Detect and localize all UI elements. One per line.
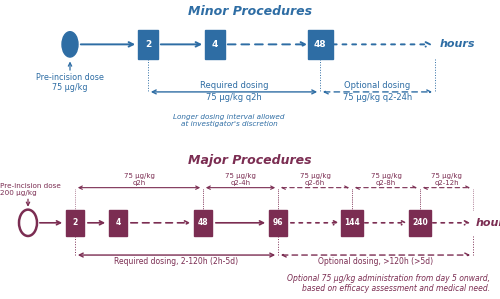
FancyBboxPatch shape	[66, 210, 84, 236]
Text: hours: hours	[440, 39, 476, 49]
FancyBboxPatch shape	[205, 30, 225, 59]
Text: 75 μg/kg q2-24h: 75 μg/kg q2-24h	[343, 94, 412, 103]
Text: 4: 4	[116, 218, 120, 227]
Text: 48: 48	[314, 40, 326, 49]
Text: 96: 96	[273, 218, 283, 227]
Text: Required dosing, 2-120h (2h-5d): Required dosing, 2-120h (2h-5d)	[114, 257, 238, 266]
Text: 4: 4	[212, 40, 218, 49]
Text: Pre-incision dose
75 μg/kg: Pre-incision dose 75 μg/kg	[36, 73, 104, 92]
Text: hours: hours	[476, 218, 500, 228]
Text: Minor Procedures: Minor Procedures	[188, 5, 312, 18]
FancyBboxPatch shape	[308, 30, 332, 59]
FancyBboxPatch shape	[138, 30, 158, 59]
Circle shape	[62, 32, 78, 57]
Text: 75 μg/kg
q2-6h: 75 μg/kg q2-6h	[300, 173, 330, 186]
Text: Optional dosing: Optional dosing	[344, 80, 410, 89]
FancyBboxPatch shape	[194, 210, 212, 236]
Text: Optional 75 μg/kg administration from day 5 onward,
based on efficacy assessment: Optional 75 μg/kg administration from da…	[287, 274, 490, 293]
Text: 144: 144	[344, 218, 360, 227]
Text: 240: 240	[412, 218, 428, 227]
Text: 48: 48	[198, 218, 208, 227]
Text: Pre-incision dose
200 μg/kg: Pre-incision dose 200 μg/kg	[0, 184, 61, 196]
Text: Required dosing: Required dosing	[200, 80, 268, 89]
Text: 75 μg/kg
q2-4h: 75 μg/kg q2-4h	[225, 173, 256, 186]
Text: 75 μg/kg
q2-8h: 75 μg/kg q2-8h	[370, 173, 402, 186]
FancyBboxPatch shape	[109, 210, 127, 236]
FancyBboxPatch shape	[341, 210, 363, 236]
Text: 2: 2	[145, 40, 151, 49]
Text: 2: 2	[72, 218, 78, 227]
Text: Major Procedures: Major Procedures	[188, 154, 312, 167]
FancyBboxPatch shape	[269, 210, 287, 236]
Text: 75 μg/kg
q2h: 75 μg/kg q2h	[124, 173, 154, 186]
Circle shape	[21, 213, 35, 233]
Text: 75 μg/kg
q2-12h: 75 μg/kg q2-12h	[431, 173, 462, 186]
Text: 75 μg/kg q2h: 75 μg/kg q2h	[206, 94, 262, 103]
FancyBboxPatch shape	[409, 210, 431, 236]
Text: Longer dosing interval allowed
at investigator's discretion: Longer dosing interval allowed at invest…	[174, 114, 285, 127]
Text: Optional dosing, >120h (>5d): Optional dosing, >120h (>5d)	[318, 257, 433, 266]
